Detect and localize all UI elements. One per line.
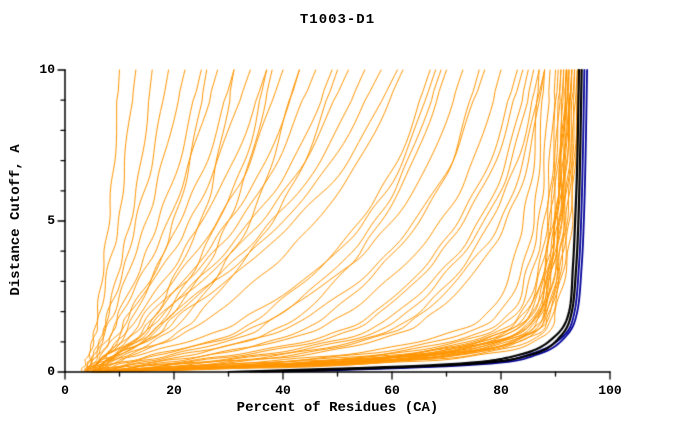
y-axis-label: Distance Cutoff, A xyxy=(8,144,24,296)
x-axis-label: Percent of Residues (CA) xyxy=(236,400,439,416)
chart-title: T1003-D1 xyxy=(299,12,376,28)
